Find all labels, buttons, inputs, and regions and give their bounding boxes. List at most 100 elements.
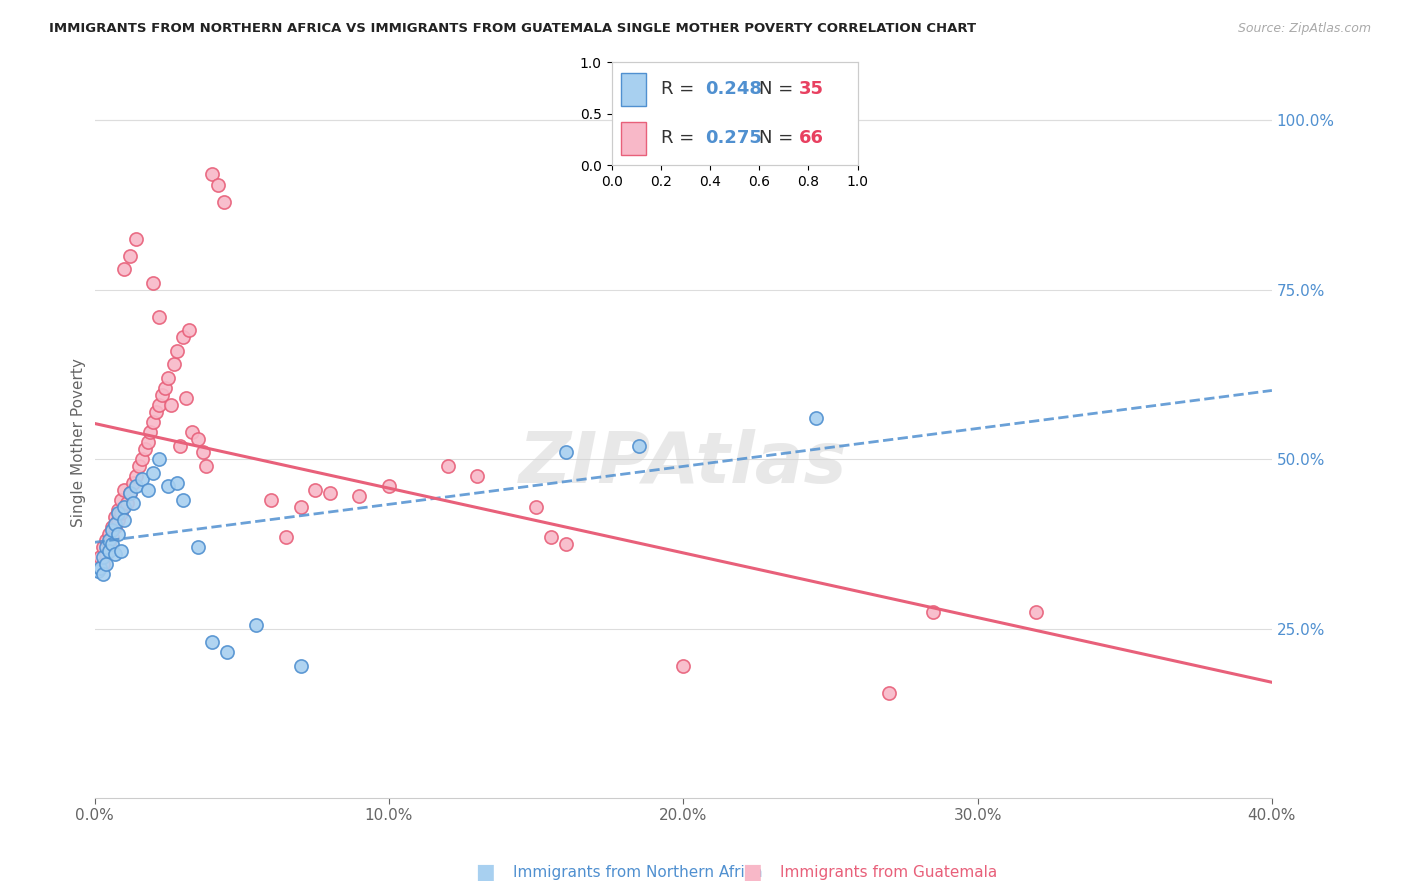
Point — [128, 458, 150, 473]
Point — [142, 276, 165, 290]
Point — [96, 541, 118, 555]
Point — [86, 564, 108, 578]
Point — [524, 500, 547, 514]
Point — [436, 458, 458, 473]
Point — [125, 479, 148, 493]
Point — [131, 473, 153, 487]
Point — [172, 492, 194, 507]
Point — [96, 547, 118, 561]
Y-axis label: Single Mother Poverty: Single Mother Poverty — [72, 358, 86, 526]
Point — [319, 486, 342, 500]
Point — [107, 513, 129, 527]
Text: 66: 66 — [799, 129, 824, 147]
Point — [104, 547, 127, 561]
Point — [93, 541, 115, 555]
Point — [877, 686, 900, 700]
Point — [177, 323, 200, 337]
Text: IMMIGRANTS FROM NORTHERN AFRICA VS IMMIGRANTS FROM GUATEMALA SINGLE MOTHER POVER: IMMIGRANTS FROM NORTHERN AFRICA VS IMMIG… — [49, 22, 976, 36]
Point — [118, 249, 141, 263]
Point — [290, 500, 312, 514]
Point — [922, 605, 945, 619]
Point — [93, 558, 115, 572]
Point — [110, 492, 132, 507]
Point — [554, 537, 576, 551]
Point — [169, 439, 191, 453]
Point — [349, 490, 371, 504]
Point — [89, 550, 111, 565]
Point — [155, 381, 177, 395]
Point — [118, 486, 141, 500]
Point — [115, 496, 138, 510]
Point — [125, 469, 148, 483]
Point — [121, 496, 143, 510]
Point — [193, 445, 215, 459]
Point — [148, 452, 170, 467]
Point — [131, 452, 153, 467]
Point — [157, 371, 180, 385]
Point — [187, 432, 209, 446]
Point — [465, 469, 488, 483]
Point — [139, 425, 162, 439]
Text: ■: ■ — [742, 863, 762, 882]
Point — [112, 500, 135, 514]
Point — [96, 558, 118, 572]
Point — [142, 415, 165, 429]
Point — [554, 445, 576, 459]
Point — [260, 492, 283, 507]
Point — [112, 262, 135, 277]
Point — [1025, 605, 1047, 619]
Point — [245, 618, 267, 632]
Point — [98, 543, 121, 558]
Point — [93, 567, 115, 582]
Point — [378, 479, 401, 493]
Point — [136, 435, 159, 450]
Point — [125, 232, 148, 246]
Point — [804, 411, 827, 425]
Point — [207, 178, 229, 192]
Point — [112, 513, 135, 527]
Point — [628, 439, 651, 453]
Text: 0.248: 0.248 — [706, 80, 762, 98]
Text: R =: R = — [661, 80, 700, 98]
Point — [121, 475, 143, 490]
Text: Source: ZipAtlas.com: Source: ZipAtlas.com — [1237, 22, 1371, 36]
Text: ZIPAtlas: ZIPAtlas — [519, 429, 848, 498]
Point — [215, 645, 238, 659]
Point — [163, 357, 186, 371]
Point — [187, 541, 209, 555]
FancyBboxPatch shape — [621, 122, 647, 155]
Point — [98, 526, 121, 541]
Point — [201, 168, 224, 182]
Point — [118, 486, 141, 500]
Point — [107, 526, 129, 541]
Point — [136, 483, 159, 497]
Point — [110, 543, 132, 558]
Point — [134, 442, 156, 456]
Point — [150, 388, 173, 402]
Text: 0.275: 0.275 — [706, 129, 762, 147]
Point — [180, 425, 202, 439]
Point — [201, 635, 224, 649]
Point — [98, 533, 121, 548]
Point — [145, 405, 167, 419]
Text: N =: N = — [759, 80, 799, 98]
Point — [166, 475, 188, 490]
Point — [112, 483, 135, 497]
Point — [101, 530, 124, 544]
Point — [98, 537, 121, 551]
Point — [104, 516, 127, 531]
Point — [212, 194, 235, 209]
Point — [101, 524, 124, 538]
Text: 35: 35 — [799, 80, 824, 98]
Point — [290, 659, 312, 673]
Point — [157, 479, 180, 493]
Point — [107, 503, 129, 517]
Text: R =: R = — [661, 129, 700, 147]
Point — [172, 330, 194, 344]
Text: N =: N = — [759, 129, 799, 147]
Text: Immigrants from Guatemala: Immigrants from Guatemala — [780, 865, 998, 880]
Point — [166, 343, 188, 358]
Point — [96, 533, 118, 548]
Point — [89, 560, 111, 574]
Point — [104, 509, 127, 524]
